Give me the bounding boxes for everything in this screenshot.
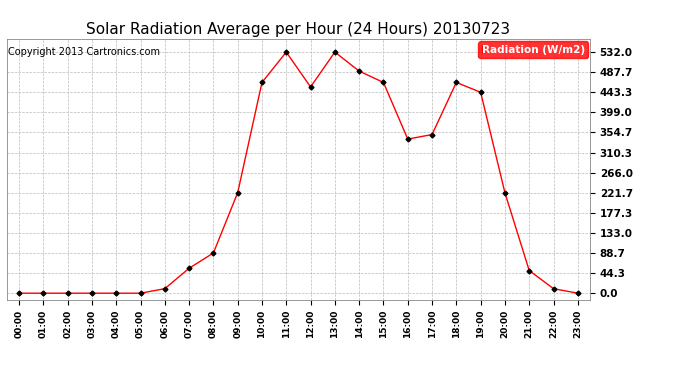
Text: Copyright 2013 Cartronics.com: Copyright 2013 Cartronics.com [8, 47, 160, 57]
Legend: Radiation (W/m2): Radiation (W/m2) [478, 42, 588, 58]
Title: Solar Radiation Average per Hour (24 Hours) 20130723: Solar Radiation Average per Hour (24 Hou… [86, 22, 511, 37]
